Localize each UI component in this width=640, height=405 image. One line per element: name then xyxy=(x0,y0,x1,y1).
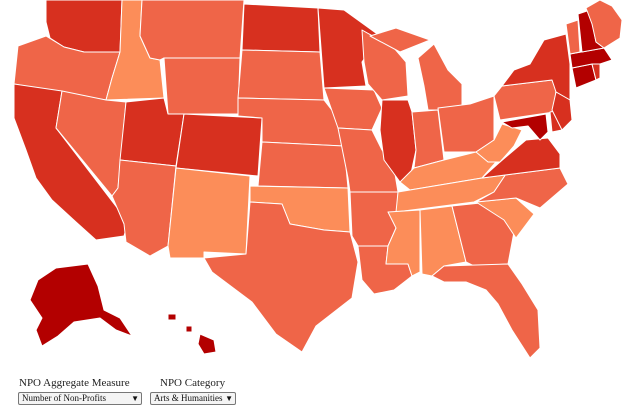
measure-select-value: Number of Non-Profits xyxy=(22,393,106,403)
category-select-value: Arts & Humanities xyxy=(154,393,223,403)
state-maine[interactable]: Maine xyxy=(585,0,623,49)
chevron-down-icon: ▼ xyxy=(225,394,233,403)
state-mississippi[interactable]: Mississippi xyxy=(385,209,421,277)
state-hawaii[interactable]: Hawaii xyxy=(167,313,217,355)
state-west-virginia[interactable]: West Virginia xyxy=(475,123,523,163)
us-choropleth-map: WashingtonOregonCaliforniaIdahoNevadaMon… xyxy=(13,0,623,359)
state-wyoming[interactable]: Wyoming xyxy=(163,57,241,115)
state-texas[interactable]: Texas xyxy=(203,201,359,353)
state-arkansas[interactable]: Arkansas xyxy=(349,191,399,247)
state-new-jersey[interactable]: New Jersey xyxy=(551,91,573,131)
state-missouri[interactable]: Missouri xyxy=(337,127,399,193)
state-florida[interactable]: Florida xyxy=(431,263,541,359)
state-new-mexico[interactable]: New Mexico xyxy=(167,167,251,259)
state-new-york[interactable]: New York xyxy=(501,33,571,101)
state-layer: WashingtonOregonCaliforniaIdahoNevadaMon… xyxy=(13,0,623,359)
category-select[interactable]: Arts & Humanities ▼ xyxy=(150,392,236,405)
state-south-dakota[interactable]: South Dakota xyxy=(237,49,325,101)
map-controls: NPO Aggregate Measure Number of Non-Prof… xyxy=(0,374,640,405)
state-michigan[interactable]: Michigan xyxy=(369,27,463,111)
state-arizona[interactable]: Arizona xyxy=(111,159,177,257)
measure-select[interactable]: Number of Non-Profits ▼ xyxy=(18,392,142,405)
measure-label: NPO Aggregate Measure xyxy=(19,377,130,389)
state-north-carolina[interactable]: North Carolina xyxy=(475,167,569,209)
state-alaska[interactable]: Alaska xyxy=(29,263,133,347)
state-maryland[interactable]: Maryland xyxy=(501,113,549,141)
state-north-dakota[interactable]: North Dakota xyxy=(241,3,321,53)
state-vermont[interactable]: Vermont xyxy=(565,19,581,55)
category-label: NPO Category xyxy=(160,377,226,389)
state-colorado[interactable]: Colorado xyxy=(175,113,263,177)
state-kansas[interactable]: Kansas xyxy=(257,141,349,189)
chevron-down-icon: ▼ xyxy=(131,394,139,403)
state-iowa[interactable]: Iowa xyxy=(323,87,383,131)
state-montana[interactable]: Montana xyxy=(139,0,245,61)
